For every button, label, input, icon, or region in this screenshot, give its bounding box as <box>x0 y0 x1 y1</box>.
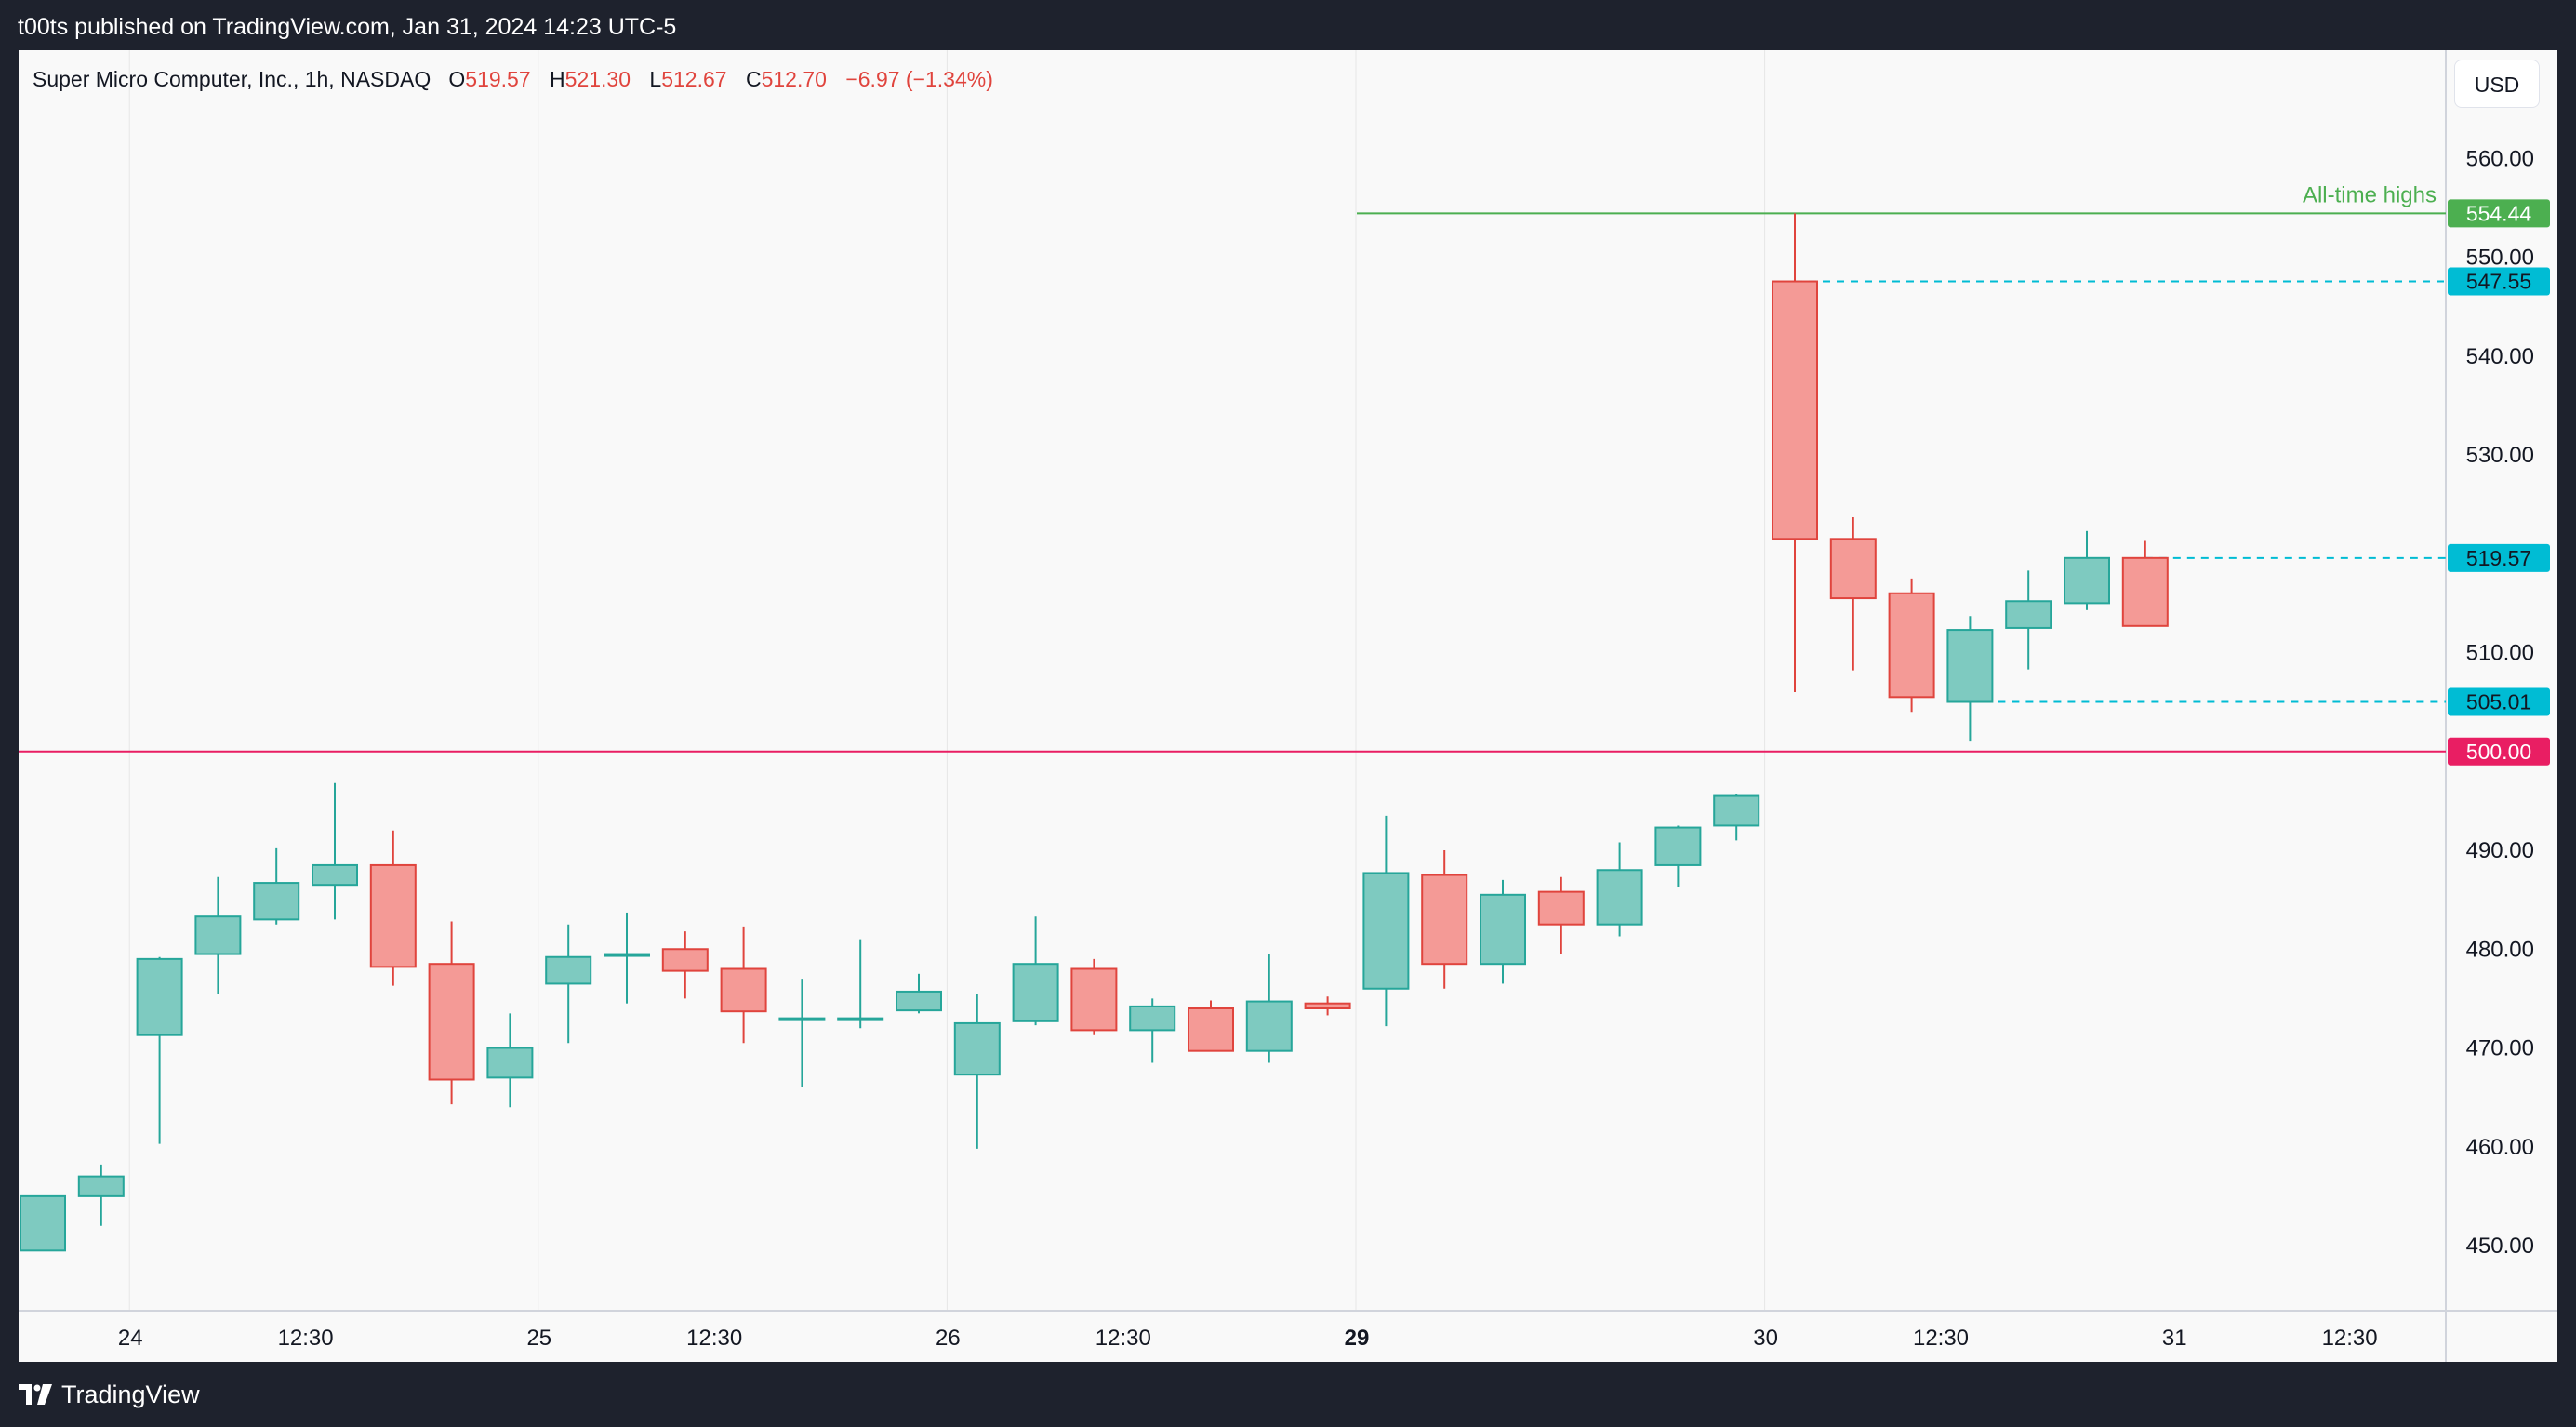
candle-body <box>428 963 475 1081</box>
price-level-badge <box>2448 199 2550 228</box>
candle-body <box>1129 1005 1176 1032</box>
candle-body <box>1537 890 1585 926</box>
legend-low-label: L <box>649 67 662 91</box>
candle-body <box>1888 592 1935 699</box>
candle-body <box>1946 629 1994 703</box>
price-level-badge <box>2448 687 2550 716</box>
currency-button[interactable]: USD <box>2454 60 2540 108</box>
candle-body <box>1188 1007 1234 1052</box>
level-annotation: All-time highs <box>2303 182 2437 207</box>
candle-body <box>1012 963 1059 1022</box>
legend-close-label: C <box>745 67 762 91</box>
candle-body <box>77 1175 125 1197</box>
x-tick-label: 12:30 <box>686 1326 742 1351</box>
legend-low-value: 512.67 <box>661 67 727 91</box>
legend-close-value: 512.70 <box>761 67 827 91</box>
candle-body <box>2121 556 2169 627</box>
candle-body <box>545 955 592 985</box>
legend-open-label: O <box>448 67 466 91</box>
y-tick-label: 560.00 <box>2466 146 2534 171</box>
candle-body <box>2064 556 2110 605</box>
candle-body <box>1480 893 1526 966</box>
chart-frame[interactable]: 450.00460.00470.00480.00490.00510.00520.… <box>19 50 2557 1362</box>
candle-body <box>2005 600 2052 629</box>
price-level-badge <box>2448 543 2550 572</box>
price-level-badge-label: 519.57 <box>2466 546 2531 570</box>
candle-body <box>1304 1002 1351 1009</box>
candle-body <box>1362 872 1410 990</box>
candle-body <box>136 957 183 1036</box>
y-tick-label: 490.00 <box>2466 838 2534 863</box>
x-tick-label: 12:30 <box>2322 1326 2378 1351</box>
x-tick-label: 30 <box>1753 1326 1778 1351</box>
price-level-badge-label: 547.55 <box>2466 270 2531 294</box>
x-tick-label: 12:30 <box>278 1326 334 1351</box>
candle-body <box>1070 967 1118 1032</box>
candle-body <box>837 1017 884 1021</box>
y-tick-label: 480.00 <box>2466 937 2534 962</box>
candle-body <box>312 863 358 887</box>
candle-body <box>1596 869 1643 926</box>
candle-body <box>604 953 650 957</box>
price-level-badge-label: 505.01 <box>2466 690 2531 714</box>
candle-body <box>1245 1000 1293 1052</box>
candle-body <box>1829 538 1877 600</box>
candle-body <box>369 863 417 968</box>
x-tick-label: 12:30 <box>1913 1326 1969 1351</box>
y-tick-label: 450.00 <box>2466 1234 2534 1259</box>
tradingview-logo-icon <box>19 1384 52 1405</box>
x-tick-label: 12:30 <box>1095 1326 1151 1351</box>
candle-body <box>953 1021 1001 1076</box>
brand-name: TradingView <box>61 1380 200 1408</box>
legend-high-value: 521.30 <box>564 67 631 91</box>
candle-body <box>253 882 300 921</box>
candle-body <box>896 990 942 1012</box>
candle-body <box>1713 794 1760 827</box>
candle-body <box>194 915 242 955</box>
price-level-badge <box>2448 267 2550 296</box>
publish-header: t00ts published on TradingView.com, Jan … <box>0 0 2576 50</box>
price-level-badge-label: 500.00 <box>2466 740 2531 764</box>
y-tick-label: 540.00 <box>2466 344 2534 369</box>
price-level-badge-label: 554.44 <box>2466 201 2532 225</box>
candle-body <box>20 1194 66 1252</box>
x-tick-label: 24 <box>118 1326 143 1351</box>
y-tick-label: 510.00 <box>2466 641 2534 666</box>
brand-logo[interactable]: TradingView <box>19 1379 200 1410</box>
price-level-badge <box>2448 737 2550 766</box>
publisher-text: t00ts published on TradingView.com, Jan … <box>18 14 677 40</box>
candle-body <box>1772 280 1818 540</box>
candle-body <box>1421 874 1468 966</box>
candle-body <box>720 967 767 1013</box>
legend-change: −6.97 (−1.34%) <box>845 67 993 91</box>
candle-body <box>486 1047 534 1079</box>
footer: TradingView <box>0 1362 2576 1427</box>
legend-symbol: Super Micro Computer, Inc., 1h, NASDAQ <box>33 67 432 91</box>
legend-open-value: 519.57 <box>465 67 531 91</box>
candle-body <box>661 948 709 972</box>
y-tick-label: 530.00 <box>2466 443 2534 468</box>
y-tick-label: 460.00 <box>2466 1135 2534 1160</box>
legend-high-label: H <box>550 67 565 91</box>
y-tick-label: 550.00 <box>2466 246 2534 271</box>
candle-body <box>778 1017 826 1021</box>
x-tick-label: 29 <box>1345 1326 1370 1351</box>
x-tick-label: 31 <box>2162 1326 2187 1351</box>
candle-body <box>1654 826 1702 866</box>
candlestick-chart[interactable]: 450.00460.00470.00480.00490.00510.00520.… <box>19 50 2557 1362</box>
ohlc-legend: Super Micro Computer, Inc., 1h, NASDAQ O… <box>33 67 1006 92</box>
x-tick-label: 26 <box>936 1326 961 1351</box>
y-tick-label: 470.00 <box>2466 1036 2534 1061</box>
x-tick-label: 25 <box>526 1326 551 1351</box>
